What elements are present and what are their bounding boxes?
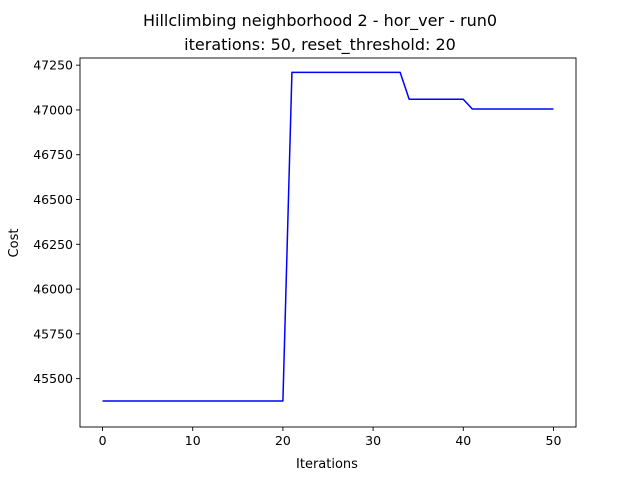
x-tick-label: 10 xyxy=(185,433,201,448)
chart-subtitle: iterations: 50, reset_threshold: 20 xyxy=(184,35,456,54)
plot-frame xyxy=(79,57,577,428)
x-tick-label: 50 xyxy=(546,433,562,448)
x-axis-label: Iterations xyxy=(296,457,358,472)
y-tick-label: 46500 xyxy=(33,192,73,207)
series-layer xyxy=(102,71,554,402)
y-tick-label: 45500 xyxy=(33,371,73,386)
chart-title: Hillclimbing neighborhood 2 - hor_ver - … xyxy=(142,11,498,30)
y-tick-label: 45750 xyxy=(33,326,73,341)
series-line-0 xyxy=(102,71,554,402)
axes-layer: 0 10 20 30 40 50 45500 45750 46000 46250 46500 4675… xyxy=(33,57,577,448)
y-tick-label: 46250 xyxy=(33,237,73,252)
y-tick-label: 47250 xyxy=(33,58,73,73)
x-tick-label: 20 xyxy=(275,433,291,448)
x-tick-label: 30 xyxy=(365,433,381,448)
y-tick-label: 46750 xyxy=(33,147,73,162)
y-axis-label: Cost xyxy=(7,229,22,258)
x-tick-label: 0 xyxy=(99,433,107,448)
y-tick-label: 47000 xyxy=(33,102,73,117)
y-tick-label: 46000 xyxy=(33,282,73,297)
x-tick-label: 40 xyxy=(455,433,471,448)
